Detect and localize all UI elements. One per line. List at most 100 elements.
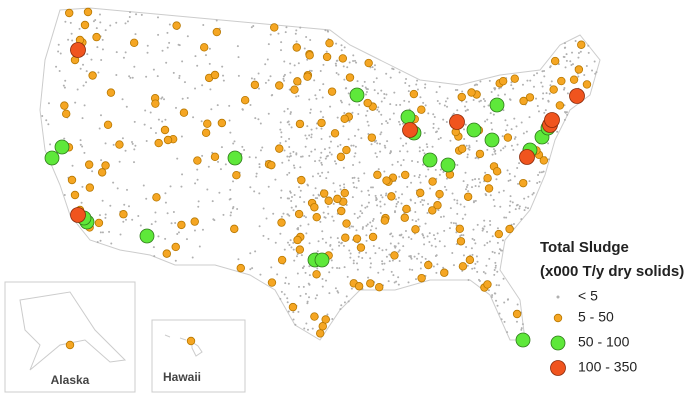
small-plant [303, 47, 306, 50]
small-plant [506, 124, 509, 127]
plant [428, 206, 437, 215]
small-plant [453, 198, 456, 201]
small-plant [497, 94, 500, 97]
small-plant [154, 220, 157, 223]
small-plant [456, 109, 459, 112]
small-plant [124, 218, 127, 221]
plant [297, 175, 306, 185]
small-plant [343, 111, 346, 114]
small-plant [512, 223, 515, 226]
small-plant [501, 135, 504, 138]
small-plant [383, 170, 386, 173]
small-plant [266, 58, 269, 61]
small-plant [487, 289, 490, 292]
small-plant [389, 76, 392, 79]
small-plant [82, 63, 85, 66]
legend-symbol [556, 295, 560, 299]
small-plant [491, 250, 494, 253]
small-plant [399, 234, 402, 237]
small-plant [131, 141, 134, 144]
plant [267, 278, 277, 287]
small-plant [377, 106, 380, 109]
small-plant [512, 87, 515, 90]
small-plant [101, 48, 104, 51]
small-plant [461, 217, 464, 220]
small-plant [591, 69, 594, 72]
small-plant [437, 138, 440, 141]
small-plant [376, 204, 379, 207]
small-plant [541, 70, 544, 73]
small-plant [352, 259, 355, 262]
small-plant [283, 248, 286, 251]
small-plant [300, 155, 303, 158]
small-plant [201, 84, 204, 87]
small-plant [395, 280, 398, 283]
small-plant [371, 219, 374, 222]
plant [465, 255, 475, 265]
small-plant [498, 248, 501, 251]
small-plant [414, 211, 417, 214]
small-plant [284, 31, 287, 34]
small-plant [493, 269, 496, 272]
small-plant [328, 151, 331, 154]
small-plant [472, 201, 475, 204]
small-plant [393, 245, 396, 248]
small-plant [124, 149, 127, 152]
small-plant [383, 92, 386, 95]
small-plant [381, 196, 384, 199]
small-plant [520, 121, 523, 124]
small-plant [563, 118, 566, 121]
plant [312, 270, 321, 279]
small-plant [490, 91, 493, 94]
plant [275, 144, 284, 153]
small-plant [506, 169, 509, 172]
small-plant [343, 46, 346, 49]
major-plant [519, 149, 535, 165]
small-plant [258, 163, 261, 166]
small-plant [116, 187, 119, 190]
small-plant [153, 255, 156, 258]
small-plant [249, 268, 252, 271]
small-plant [372, 245, 375, 248]
small-plant [407, 90, 410, 93]
small-plant [101, 231, 104, 234]
small-plant [286, 241, 289, 244]
small-plant [164, 237, 167, 240]
small-plant [521, 323, 524, 326]
small-plant [279, 196, 282, 199]
plant [217, 118, 227, 128]
small-plant [401, 193, 404, 196]
small-plant [421, 163, 424, 166]
small-plant [180, 185, 183, 188]
plant [201, 128, 211, 138]
small-plant [343, 183, 346, 186]
small-plant [432, 113, 435, 116]
plant [519, 96, 528, 106]
small-plant [154, 211, 157, 214]
small-plant [128, 75, 131, 78]
small-plant [314, 187, 317, 190]
small-plant [398, 120, 401, 123]
small-plant [486, 148, 489, 151]
small-plant [373, 64, 376, 67]
small-plant [571, 63, 574, 66]
small-plant [288, 123, 291, 126]
small-plant [483, 225, 486, 228]
small-plant [95, 27, 98, 30]
small-plant [109, 24, 112, 27]
small-plant [449, 139, 452, 142]
small-plant [391, 67, 394, 70]
small-plant [308, 242, 311, 245]
small-plant [181, 173, 184, 176]
small-plant [491, 128, 494, 131]
legend-item: < 5 [578, 288, 598, 304]
small-plant [424, 104, 427, 107]
hawaii-inset [151, 319, 246, 393]
small-plant [515, 125, 518, 128]
small-plant [272, 212, 275, 215]
small-plant [566, 113, 569, 116]
small-plant [280, 136, 283, 139]
small-plant [509, 179, 512, 182]
small-plant [524, 206, 527, 209]
plant [483, 280, 492, 289]
